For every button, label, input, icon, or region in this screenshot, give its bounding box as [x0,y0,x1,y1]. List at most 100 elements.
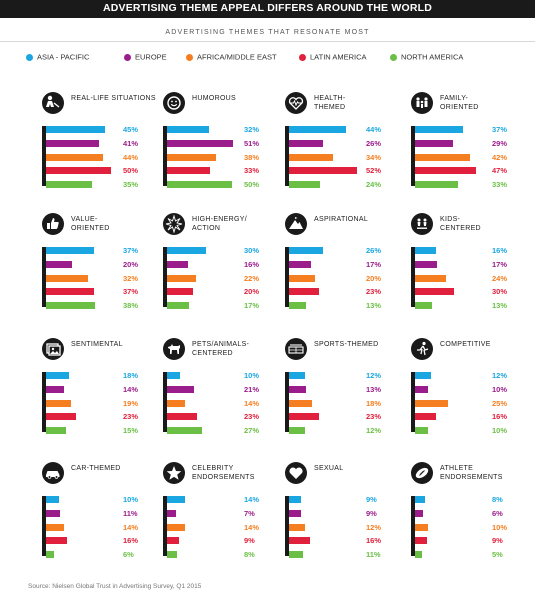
bar-africa-middle-east [167,523,186,531]
panel-value-oriented: VALUE- ORIENTED 37% 20% 32% 37% 38% [42,213,162,338]
bar-label-latin-america: 16% [123,536,139,546]
bar-label-europe: 14% [123,384,139,394]
bar-latin-america [415,413,436,421]
bar-label-latin-america: 47% [492,166,508,176]
bar-latin-america [415,167,477,175]
bar-label-latin-america: 23% [366,287,382,297]
bar-latin-america [415,537,427,545]
kids-icon [411,213,433,235]
bar-north-america [167,302,190,310]
bar-africa-middle-east [167,153,217,161]
bar-africa-middle-east [415,399,448,407]
bar-label-north-america: 24% [366,180,382,190]
bar-africa-middle-east [46,399,71,407]
bar-europe [167,385,195,393]
panel-pets-animals-centered: PETS/ANIMALS- CENTERED 10% 21% 14% 23% 27% [163,338,283,463]
bar-label-africa-middle-east: 10% [492,522,508,532]
bar-label-africa-middle-east: 19% [123,398,139,408]
bar-asia-pacific [415,126,464,133]
bar-north-america [167,427,203,435]
bar-africa-middle-east [289,153,334,161]
bar-north-america [46,551,54,559]
panel-celebrity-endorsements: CELEBRITY ENDORSEMENTS 14% 7% 14% 9% 8% [163,462,283,587]
bar-label-europe: 7% [244,508,255,518]
bar-latin-america [289,413,319,421]
smiley-icon [163,92,185,114]
bar-label-latin-america: 16% [366,536,382,546]
bar-label-europe: 10% [492,384,508,394]
bar-europe [289,260,312,268]
panel-axis [42,372,46,432]
bar-europe [415,139,453,147]
bar-north-america [46,181,92,189]
subtitle-divider [0,41,535,42]
bar-label-europe: 17% [492,259,508,269]
bar-asia-pacific [46,247,95,254]
bar-europe [46,509,61,517]
panel-title: PETS/ANIMALS- CENTERED [192,341,250,357]
panel-axis [163,247,167,307]
bar-north-america [415,427,428,435]
bar-label-asia-pacific: 12% [366,371,382,380]
panel-title: HIGH-ENERGY/ ACTION [192,216,247,232]
panel-title: VALUE- ORIENTED [71,216,110,232]
bar-label-asia-pacific: 30% [244,246,260,255]
mountain-icon [285,213,307,235]
bar-label-latin-america: 23% [123,412,139,422]
bar-north-america [289,427,305,435]
bar-label-latin-america: 30% [492,287,508,297]
panel-title: COMPETITIVE [440,341,491,348]
family-icon [411,92,433,114]
bar-europe [415,509,423,517]
bar-label-europe: 17% [366,259,382,269]
legend-label-north-america: NORTH AMERICA [401,52,464,62]
bar-label-asia-pacific: 44% [366,125,382,134]
bar-label-north-america: 13% [366,301,382,311]
bar-label-asia-pacific: 37% [492,125,508,134]
bar-label-asia-pacific: 10% [123,495,139,504]
bar-label-europe: 21% [244,384,260,394]
bar-latin-america [167,167,210,175]
bar-label-asia-pacific: 45% [123,125,139,134]
bar-africa-middle-east [415,153,470,161]
bar-asia-pacific [289,496,301,503]
bar-label-europe: 13% [366,384,382,394]
legend-item-asia-pacific: ASIA - PACIFIC [26,52,89,64]
thumbs-up-icon [42,213,64,235]
bar-label-europe: 9% [366,508,377,518]
bar-label-latin-america: 50% [123,166,139,176]
stadium-icon [285,338,307,360]
bar-label-asia-pacific: 8% [492,495,503,504]
legend-item-europe: EUROPE [124,52,167,64]
bar-africa-middle-east [289,399,313,407]
bar-europe [46,139,100,147]
panel-health-themed: HEALTH- THEMED 44% 26% 34% 52% 24% [285,92,405,217]
bar-africa-middle-east [46,274,88,282]
bar-north-america [289,551,304,559]
panel-axis [411,496,415,556]
bar-asia-pacific [289,126,347,133]
panel-high-energy-action: HIGH-ENERGY/ ACTION 30% 16% 22% 20% 17% [163,213,283,338]
panel-axis [163,372,167,432]
bar-asia-pacific [167,126,209,133]
panel-competitive: COMPETITIVE 12% 10% 25% 16% 10% [411,338,531,463]
bar-africa-middle-east [289,523,305,531]
panel-axis [411,372,415,432]
bar-latin-america [289,537,310,545]
bar-label-africa-middle-east: 14% [244,522,260,532]
bar-label-north-america: 33% [492,180,508,190]
heartbeat-icon [285,92,307,114]
bar-label-asia-pacific: 16% [492,246,508,255]
bar-north-america [415,551,422,559]
bar-north-america [289,302,306,310]
panel-axis [42,496,46,556]
bar-latin-america [46,413,76,421]
bar-label-north-america: 38% [123,301,139,311]
panel-axis [285,372,289,432]
bar-label-europe: 26% [366,138,382,148]
legend-dot-europe [124,53,131,61]
star-icon [163,462,185,484]
bar-label-latin-america: 33% [244,166,260,176]
bar-europe [289,139,323,147]
panel-axis [42,126,46,186]
